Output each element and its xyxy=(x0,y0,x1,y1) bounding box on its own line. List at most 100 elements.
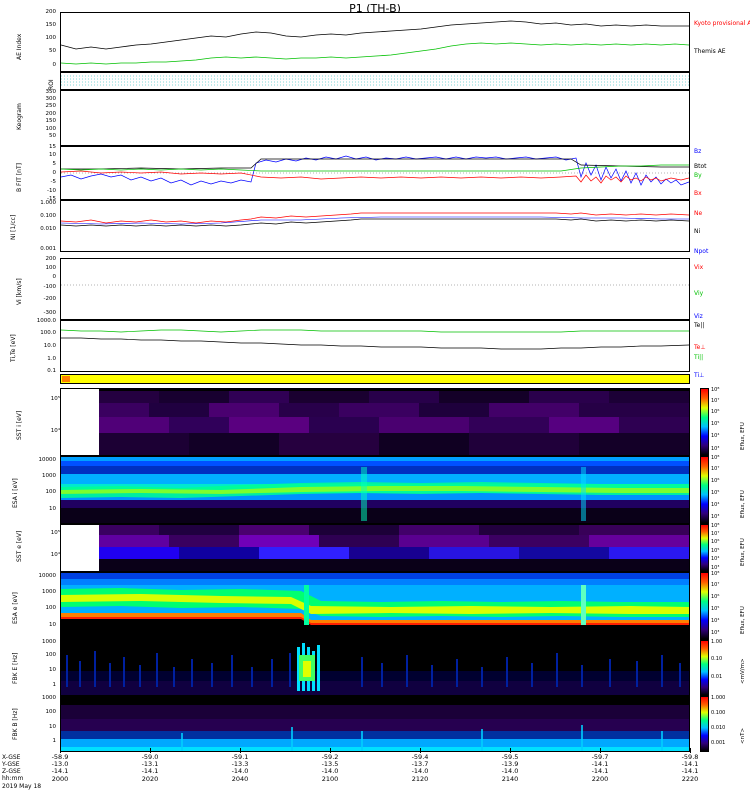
cb-sste-1e8: 10⁸ xyxy=(711,523,720,529)
fbkb-ytick-1000: 1000 xyxy=(42,695,56,701)
b-fit-plot xyxy=(61,155,689,186)
xtick-mark-1 xyxy=(150,748,151,753)
cb-fbk-e-label: <mV/m> xyxy=(740,658,746,684)
keo-ytick-200: 200 xyxy=(45,111,57,117)
colorbar-sst-electron xyxy=(700,524,709,572)
esa-electron-axis-label: ESA e [eV] xyxy=(12,592,19,624)
xtick-ygse-1: -13.1 xyxy=(141,760,159,768)
xtick-xgse-4: -59.4 xyxy=(411,753,429,761)
cb-fbke-01: 0.10 xyxy=(711,656,723,662)
cb-esae-1e4: 10⁴ xyxy=(711,618,720,624)
cb-esai-1e7: 10⁷ xyxy=(711,466,720,472)
cb-sste-1e7: 10⁷ xyxy=(711,531,720,537)
keo-ytick-50: 50 xyxy=(49,133,56,139)
panel-velocity xyxy=(60,258,690,320)
panel-sst-electron xyxy=(60,524,690,572)
keo-ytick-100: 100 xyxy=(45,126,57,132)
cb-esai-1e3: 10³ xyxy=(711,514,720,520)
esa-electron-spectrogram xyxy=(61,573,689,639)
legend-ti-par: Ti|| xyxy=(694,354,704,361)
cb-ssti-1e4: 10⁴ xyxy=(711,433,720,439)
footer-row-x: X-GSE xyxy=(2,754,21,761)
density-plot xyxy=(61,212,689,227)
xtick-zgse-2: -14.0 xyxy=(231,767,249,775)
esa-ion-axis-label: ESA i [eV] xyxy=(12,478,19,508)
fbk-b-spectrogram xyxy=(61,697,689,751)
esai-ytick-10: 10 xyxy=(49,506,56,512)
fbke-ytick-100: 100 xyxy=(45,652,57,658)
ae-ytick-200: 200 xyxy=(45,9,57,15)
t-ytick-01: 0.1 xyxy=(47,368,56,374)
cb-esae-1e6: 10⁶ xyxy=(711,594,720,600)
xtick-time-0: 2000 xyxy=(51,775,69,783)
ni-ytick-1: 1.000 xyxy=(40,200,56,206)
t-ytick-1: 1.0 xyxy=(47,356,56,362)
cb-sst-electron-label: Eflux, EFU xyxy=(740,538,746,566)
cb-esai-1e4: 10⁴ xyxy=(711,502,720,508)
xtick-ygse-4: -13.7 xyxy=(411,760,429,768)
fbk-e-axis-label: FBK E [Hz] xyxy=(12,652,19,684)
bfit-axis-label: B FIT [nT] xyxy=(16,163,23,192)
legend-themis-ae: Themis AE xyxy=(694,48,726,55)
legend-btot: Btot xyxy=(694,163,707,170)
panel-roi xyxy=(60,72,690,90)
legend-viz: Viz xyxy=(694,313,703,320)
xtick-ygse-0: -13.0 xyxy=(51,760,69,768)
cb-fbkb-01: 0.100 xyxy=(711,710,726,716)
cb-ssti-1e6: 10⁶ xyxy=(711,409,720,415)
ae-ytick-150: 150 xyxy=(45,22,57,28)
xtick-zgse-5: -14.0 xyxy=(501,767,519,775)
bfit-ytick-15: 15 xyxy=(49,144,56,150)
fbkb-ytick-10: 10 xyxy=(49,724,56,730)
cb-fbke-001: 0.01 xyxy=(711,674,723,680)
legend-ni: Ni xyxy=(694,228,701,235)
xtick-time-2: 2040 xyxy=(231,775,249,783)
xtick-mark-5 xyxy=(510,748,511,753)
ni-ytick-0001: 0.001 xyxy=(40,246,56,252)
cb-ssti-1e8: 10⁸ xyxy=(711,387,720,393)
cb-esae-1e7: 10⁷ xyxy=(711,582,720,588)
bfit-ytick-0: 0 xyxy=(52,170,57,176)
xtick-ygse-7: -14.1 xyxy=(681,760,699,768)
xtick-xgse-0: -58.9 xyxy=(51,753,69,761)
cb-ssti-1e3: 10³ xyxy=(711,446,720,452)
keogram-axis-label: Keogram xyxy=(16,103,23,130)
panel-temperature xyxy=(60,320,690,372)
velocity-axis-label: Vi [km/s] xyxy=(16,278,23,305)
vi-ytick-n100: -100 xyxy=(43,284,56,290)
cb-esa-ion-label: Eflux, EFU xyxy=(740,490,746,518)
vi-ytick-0: 0 xyxy=(52,274,57,280)
ssti-ytick-1e4: 10⁴ xyxy=(50,428,60,434)
ssti-ytick-1e5: 10⁵ xyxy=(50,396,60,402)
panel-esa-ion xyxy=(60,456,690,524)
panel-density xyxy=(60,200,690,252)
colorbar-sst-ion xyxy=(700,388,709,456)
t-ytick-10: 10.0 xyxy=(43,343,56,349)
bfit-ytick-5: 5 xyxy=(52,161,57,167)
cb-sste-1e4: 10⁴ xyxy=(711,556,720,562)
ni-ytick-001: 0.010 xyxy=(40,226,56,232)
esae-ytick-100: 100 xyxy=(45,605,57,611)
panel-fbk-b xyxy=(60,696,690,752)
sste-ytick-1e5: 10⁵ xyxy=(50,530,60,536)
xtick-time-7: 2220 xyxy=(681,775,699,783)
xtick-time-3: 2100 xyxy=(321,775,339,783)
colorbar-esa-electron xyxy=(700,572,709,640)
xtick-mark-4 xyxy=(420,748,421,753)
colorbar-fbk-e xyxy=(700,640,709,696)
esai-ytick-1000: 1000 xyxy=(42,473,56,479)
sste-ytick-1e4: 10⁴ xyxy=(50,552,60,558)
xtick-xgse-7: -59.8 xyxy=(681,753,699,761)
fbke-ytick-10: 10 xyxy=(49,667,56,673)
t-ytick-1000: 1000.0 xyxy=(36,318,56,324)
cb-sste-1e5: 10⁵ xyxy=(711,548,720,554)
sst-electron-axis-label: SST e [eV] xyxy=(16,530,23,562)
temperature-plot xyxy=(61,329,689,350)
esa-ion-spectrogram xyxy=(61,457,689,523)
cb-ssti-1e7: 10⁷ xyxy=(711,398,720,404)
xtick-mark-0 xyxy=(60,748,61,753)
bfit-ytick-n15: -15 xyxy=(47,196,56,202)
esae-ytick-1000: 1000 xyxy=(42,589,56,595)
footer-row-hhmm: hh:mm xyxy=(2,775,24,782)
xtick-zgse-0: -14.1 xyxy=(51,767,69,775)
